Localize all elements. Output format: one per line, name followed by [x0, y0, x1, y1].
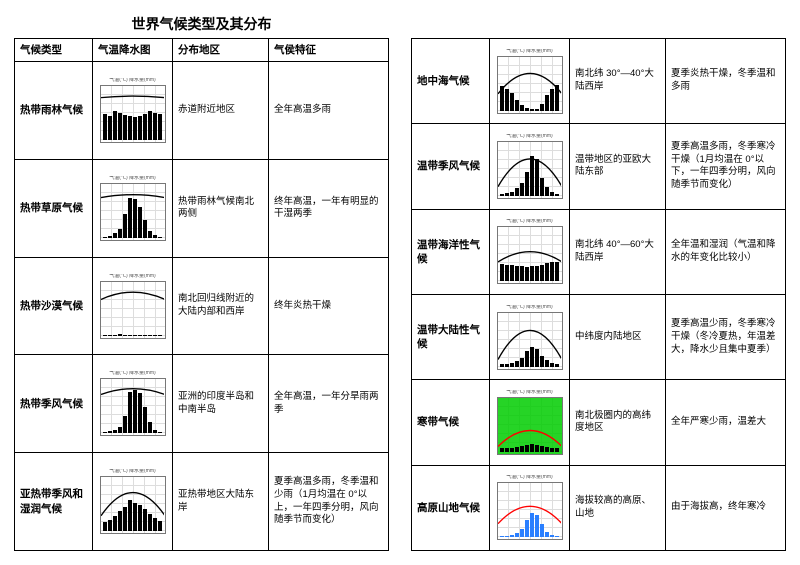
chart-axis-label: 气温(℃) 降水量(mm)	[492, 134, 567, 140]
col-chart: 气温降水图	[93, 39, 173, 62]
distribution-cell: 亚洲的印度半岛和中南半岛	[173, 355, 269, 453]
chart-cell: 气温(℃) 降水量(mm)	[93, 62, 173, 160]
chart-cell: 气温(℃) 降水量(mm)	[93, 453, 173, 551]
features-cell: 夏季高温少雨，冬季寒冷干燥（冬冷夏热，年温差大，降水少且集中夏季）	[666, 294, 786, 379]
chart-axis-label: 气温(℃) 降水量(mm)	[95, 176, 170, 182]
features-cell: 终年炎热干燥	[269, 257, 389, 355]
distribution-cell: 亚热带地区大陆东岸	[173, 453, 269, 551]
distribution-cell: 南北纬 40°—60°大陆西岸	[570, 209, 666, 294]
precip-bars	[103, 487, 163, 531]
chart-axis-label: 气温(℃) 降水量(mm)	[492, 390, 567, 396]
climate-chart	[100, 85, 166, 143]
climate-chart	[497, 141, 563, 199]
precip-bars	[103, 96, 163, 140]
chart-axis-label: 气温(℃) 降水量(mm)	[492, 475, 567, 481]
distribution-cell: 南北纬 30°—40°大陆西岸	[570, 39, 666, 124]
climate-chart	[497, 56, 563, 114]
col-distribution: 分布地区	[173, 39, 269, 62]
climate-chart	[100, 476, 166, 534]
climate-name: 温带海洋性气候	[412, 209, 490, 294]
climate-name: 热带草原气候	[15, 159, 93, 257]
distribution-cell: 温带地区的亚欧大陆东部	[570, 124, 666, 209]
chart-cell: 气温(℃) 降水量(mm)	[490, 124, 570, 209]
features-cell: 夏季炎热干燥，冬季温和多雨	[666, 39, 786, 124]
climate-chart	[100, 281, 166, 339]
table-row: 寒带气候气温(℃) 降水量(mm)南北极圈内的高纬度地区全年严寒少雨，温差大	[412, 380, 786, 465]
chart-axis-label: 气温(℃) 降水量(mm)	[95, 371, 170, 377]
precip-bars	[103, 389, 163, 433]
chart-cell: 气温(℃) 降水量(mm)	[490, 380, 570, 465]
table-row: 热带雨林气候气温(℃) 降水量(mm)赤道附近地区全年高温多雨	[15, 62, 389, 160]
features-cell: 全年高温多雨	[269, 62, 389, 160]
table-row: 地中海气候气温(℃) 降水量(mm)南北纬 30°—40°大陆西岸夏季炎热干燥，…	[412, 39, 786, 124]
climate-name: 亚热带季风和湿润气候	[15, 453, 93, 551]
title-spacer	[411, 14, 786, 38]
climate-name: 温带季风气候	[412, 124, 490, 209]
climate-name: 地中海气候	[412, 39, 490, 124]
precip-bars	[500, 323, 560, 367]
climate-name: 热带季风气候	[15, 355, 93, 453]
table-row: 温带海洋性气候气温(℃) 降水量(mm)南北纬 40°—60°大陆西岸全年温和湿…	[412, 209, 786, 294]
table-row: 温带季风气候气温(℃) 降水量(mm)温带地区的亚欧大陆东部夏季高温多雨，冬季寒…	[412, 124, 786, 209]
climate-name: 热带沙漠气候	[15, 257, 93, 355]
distribution-cell: 赤道附近地区	[173, 62, 269, 160]
features-cell: 终年高温，一年有明显的干湿两季	[269, 159, 389, 257]
table-row: 热带沙漠气候气温(℃) 降水量(mm)南北回归线附近的大陆内部和西岸终年炎热干燥	[15, 257, 389, 355]
precip-bars	[500, 67, 560, 111]
distribution-cell: 中纬度内陆地区	[570, 294, 666, 379]
chart-cell: 气温(℃) 降水量(mm)	[490, 39, 570, 124]
precip-bars	[500, 493, 560, 537]
precip-bars	[500, 408, 560, 452]
climate-name: 寒带气候	[412, 380, 490, 465]
chart-axis-label: 气温(℃) 降水量(mm)	[95, 78, 170, 84]
features-cell: 全年高温，一年分旱雨两季	[269, 355, 389, 453]
chart-axis-label: 气温(℃) 降水量(mm)	[95, 274, 170, 280]
precip-bars	[103, 194, 163, 238]
distribution-cell: 热带雨林气候南北两侧	[173, 159, 269, 257]
chart-cell: 气温(℃) 降水量(mm)	[93, 257, 173, 355]
table-row: 温带大陆性气候气温(℃) 降水量(mm)中纬度内陆地区夏季高温少雨，冬季寒冷干燥…	[412, 294, 786, 379]
climate-chart	[100, 183, 166, 241]
chart-cell: 气温(℃) 降水量(mm)	[490, 294, 570, 379]
distribution-cell: 南北极圈内的高纬度地区	[570, 380, 666, 465]
page-title: 世界气候类型及其分布	[14, 14, 389, 32]
features-cell: 全年严寒少雨，温差大	[666, 380, 786, 465]
table-row: 高原山地气候气温(℃) 降水量(mm)海拔较高的高原、山地由于海拔高，终年寒冷	[412, 465, 786, 550]
left-column: 世界气候类型及其分布 气候类型 气温降水图 分布地区 气侯特征 热带雨林气候气温…	[14, 14, 389, 551]
precip-bars	[103, 292, 163, 336]
features-cell: 由于海拔高，终年寒冷	[666, 465, 786, 550]
header-row: 气候类型 气温降水图 分布地区 气侯特征	[15, 39, 389, 62]
climate-table-right: 地中海气候气温(℃) 降水量(mm)南北纬 30°—40°大陆西岸夏季炎热干燥，…	[411, 38, 786, 551]
chart-cell: 气温(℃) 降水量(mm)	[93, 355, 173, 453]
col-features: 气侯特征	[269, 39, 389, 62]
climate-chart	[497, 226, 563, 284]
distribution-cell: 海拔较高的高原、山地	[570, 465, 666, 550]
col-type: 气候类型	[15, 39, 93, 62]
climate-table-left: 气候类型 气温降水图 分布地区 气侯特征 热带雨林气候气温(℃) 降水量(mm)…	[14, 38, 389, 551]
climate-name: 热带雨林气候	[15, 62, 93, 160]
chart-cell: 气温(℃) 降水量(mm)	[93, 159, 173, 257]
features-cell: 夏季高温多雨，冬季温和少雨（1月均温在 0°以上，一年四季分明，风向随季节而变化…	[269, 453, 389, 551]
climate-chart	[497, 312, 563, 370]
climate-chart	[100, 378, 166, 436]
chart-cell: 气温(℃) 降水量(mm)	[490, 209, 570, 294]
chart-axis-label: 气温(℃) 降水量(mm)	[492, 305, 567, 311]
climate-name: 高原山地气候	[412, 465, 490, 550]
table-row: 热带季风气候气温(℃) 降水量(mm)亚洲的印度半岛和中南半岛全年高温，一年分旱…	[15, 355, 389, 453]
table-row: 亚热带季风和湿润气候气温(℃) 降水量(mm)亚热带地区大陆东岸夏季高温多雨，冬…	[15, 453, 389, 551]
climate-chart	[497, 482, 563, 540]
chart-axis-label: 气温(℃) 降水量(mm)	[492, 219, 567, 225]
features-cell: 夏季高温多雨，冬季寒冷干燥（1月均温在 0°以下，一年四季分明，风向随季节而变化…	[666, 124, 786, 209]
precip-bars	[500, 237, 560, 281]
right-column: 地中海气候气温(℃) 降水量(mm)南北纬 30°—40°大陆西岸夏季炎热干燥，…	[411, 14, 786, 551]
chart-axis-label: 气温(℃) 降水量(mm)	[492, 49, 567, 55]
distribution-cell: 南北回归线附近的大陆内部和西岸	[173, 257, 269, 355]
climate-chart	[497, 397, 563, 455]
table-row: 热带草原气候气温(℃) 降水量(mm)热带雨林气候南北两侧终年高温，一年有明显的…	[15, 159, 389, 257]
chart-cell: 气温(℃) 降水量(mm)	[490, 465, 570, 550]
features-cell: 全年温和湿润（气温和降水的年变化比较小）	[666, 209, 786, 294]
precip-bars	[500, 152, 560, 196]
climate-name: 温带大陆性气候	[412, 294, 490, 379]
chart-axis-label: 气温(℃) 降水量(mm)	[95, 469, 170, 475]
